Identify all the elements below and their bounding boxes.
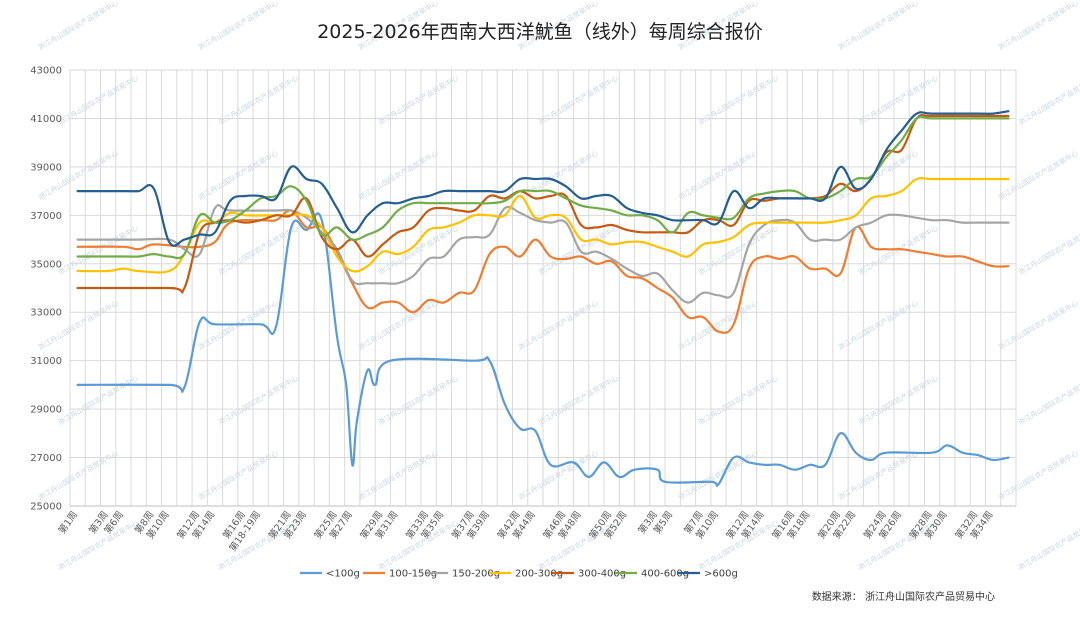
series-line-0 [76, 212, 1010, 487]
legend-label: 150-200g [452, 569, 500, 580]
y-tick-label: 25000 [30, 502, 62, 513]
watermark-text: 浙江舟山国际农产品贸易中心 [837, 298, 920, 351]
watermark-text: 浙江舟山国际农产品贸易中心 [997, 448, 1080, 501]
watermark-text: 浙江舟山国际农产品贸易中心 [377, 223, 460, 276]
watermark-text: 浙江舟山国际农产品贸易中心 [697, 223, 780, 276]
watermark-text: 浙江舟山国际农产品贸易中心 [1017, 73, 1080, 126]
y-tick-label: 43000 [30, 66, 62, 77]
watermark-text: 浙江舟山国际农产品贸易中心 [37, 148, 120, 201]
legend-label: 400-600g [641, 569, 689, 580]
watermark-text: 浙江舟山国际农产品贸易中心 [57, 373, 140, 426]
watermark-text: 浙江舟山国际农产品贸易中心 [37, 298, 120, 351]
watermark-text: 浙江舟山国际农产品贸易中心 [357, 298, 440, 351]
y-tick-label: 37000 [30, 211, 62, 222]
series-line-6 [76, 110, 1010, 247]
watermark-text: 浙江舟山国际农产品贸易中心 [377, 373, 460, 426]
legend-label: >600g [704, 569, 738, 580]
watermark-text: 浙江舟山国际农产品贸易中心 [537, 223, 620, 276]
watermark-text: 浙江舟山国际农产品贸易中心 [1017, 518, 1080, 571]
legend: <100g 100-150g 150-200g 200-300g 300-400g 400… [300, 569, 738, 580]
watermark-text: 浙江舟山国际农产品贸易中心 [697, 373, 780, 426]
legend-label: <100g [326, 569, 360, 580]
watermark-text: 浙江舟山国际农产品贸易中心 [37, 0, 120, 52]
series-line-3 [76, 176, 1010, 274]
watermark-text: 浙江舟山国际农产品贸易中心 [197, 0, 280, 52]
watermark-text: 浙江舟山国际农产品贸易中心 [1017, 223, 1080, 276]
legend-label: 300-400g [578, 569, 626, 580]
watermark-text: 浙江舟山国际农产品贸易中心 [997, 148, 1080, 201]
chart-title: 2025-2026年西南大西洋魷鱼（线外）每周综合报价 [317, 21, 763, 43]
series-line-2 [76, 203, 1010, 304]
watermark-text: 浙江舟山国际农产品贸易中心 [677, 148, 760, 201]
y-axis: 25000 27000 29000 31000 33000 35000 37000 39000… [30, 66, 62, 513]
y-tick-label: 31000 [30, 356, 62, 367]
series-line-5 [76, 115, 1010, 260]
y-tick-label: 27000 [30, 453, 62, 464]
watermark-text: 浙江舟山国际农产品贸易中心 [677, 448, 760, 501]
series-line-4 [76, 113, 1010, 294]
y-tick-label: 39000 [30, 162, 62, 173]
watermark-text: 浙江舟山国际农产品贸易中心 [537, 373, 620, 426]
source-note: 数据来源： 浙江舟山国际农产品贸易中心 [812, 590, 995, 603]
watermark-text: 浙江舟山国际农产品贸易中心 [857, 373, 940, 426]
grid-layer [69, 69, 1017, 507]
legend-label: 100-150g [389, 569, 437, 580]
watermark-text: 浙江舟山国际农产品贸易中心 [1017, 373, 1080, 426]
y-tick-label: 35000 [30, 259, 62, 270]
series-line-1 [76, 209, 1010, 334]
watermark-text: 浙江舟山国际农产品贸易中心 [677, 298, 760, 351]
watermark-text: 浙江舟山国际农产品贸易中心 [997, 298, 1080, 351]
watermark-text: 浙江舟山国际农产品贸易中心 [997, 0, 1080, 52]
watermark-text: 浙江舟山国际农产品贸易中心 [357, 448, 440, 501]
y-tick-label: 29000 [30, 405, 62, 416]
watermark-text: 浙江舟山国际农产品贸易中心 [217, 373, 300, 426]
series-layer [76, 110, 1010, 487]
legend-label: 200-300g [515, 569, 563, 580]
x-tick-label: 第1周 [56, 509, 80, 536]
y-tick-label: 41000 [30, 114, 62, 125]
watermark-text: 浙江舟山国际农产品贸易中心 [837, 0, 920, 52]
watermark-text: 浙江舟山国际农产品贸易中心 [837, 148, 920, 201]
y-tick-label: 33000 [30, 308, 62, 319]
watermark-text: 浙江舟山国际农产品贸易中心 [357, 148, 440, 201]
